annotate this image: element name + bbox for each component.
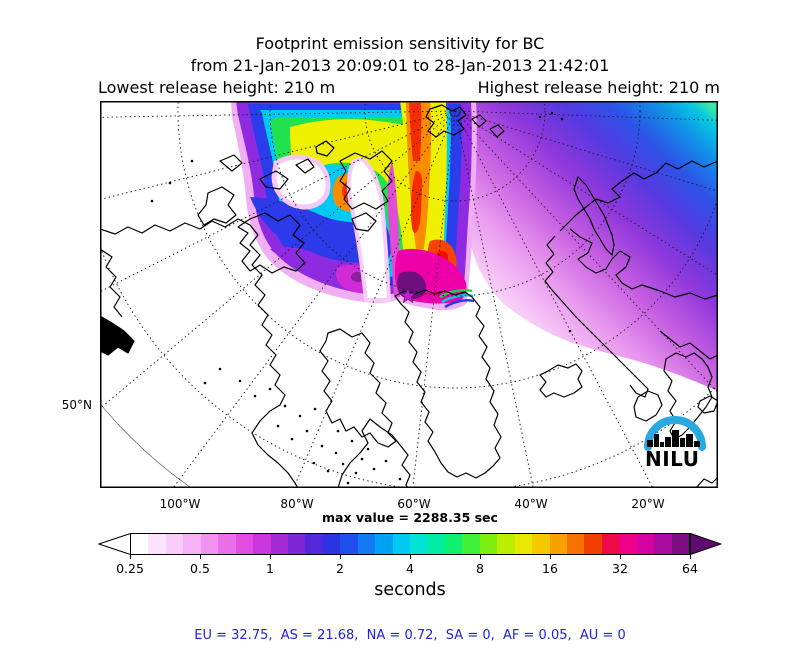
nilu-logo: NILU: [644, 416, 706, 471]
colorbar-segment: [235, 534, 254, 554]
colorbar-tick-mark: [130, 555, 131, 559]
colorbar-segment: [479, 534, 498, 554]
colorbar-tick-label: 4: [406, 561, 414, 576]
colorbar-tick-label: 32: [612, 561, 628, 576]
lon-tick-label: 20°W: [631, 497, 665, 511]
colorbar-segment: [462, 534, 480, 554]
colorbar-tick-label: 2: [336, 561, 344, 576]
regional-contributions-label: EU = 32.75, AS = 21.68, NA = 0.72, SA = …: [194, 628, 626, 643]
plume-main-arch: [231, 101, 477, 311]
nilu-logo-text: NILU: [645, 447, 699, 471]
highest-release-height: Highest release height: 210 m: [477, 78, 720, 97]
max-value-label: max value = 2288.35 sec: [322, 510, 498, 525]
colorbar-segment: [619, 534, 637, 554]
colorbar-segment: [497, 534, 515, 554]
lowest-release-height: Lowest release height: 210 m: [98, 78, 336, 97]
colorbar-tick-mark: [410, 555, 411, 559]
colorbar-segment: [654, 534, 672, 554]
colorbar-segment: [636, 534, 655, 554]
colorbar-segment: [218, 534, 236, 554]
colorbar-tick-label: 64: [682, 561, 698, 576]
colorbar-segment: [410, 534, 428, 554]
colorbar-left-arrow-icon: [98, 533, 131, 555]
coastlines: [100, 104, 718, 488]
colorbar-tick-mark: [690, 555, 691, 559]
colorbar-segment: [357, 534, 376, 554]
colorbar-units-label: seconds: [374, 580, 446, 600]
colorbar-segment: [340, 534, 358, 554]
colorbar-segment: [549, 534, 567, 554]
colorbar: 0.25 0.5 1 2 4 8 16 32 64: [98, 533, 722, 593]
lon-tick-label: 60°W: [397, 497, 431, 511]
subtitle-period: from 21-Jan-2013 20:09:01 to 28-Jan-2013…: [190, 56, 610, 75]
lon-tick-label: 40°W: [514, 497, 548, 511]
colorbar-right-arrow-icon: [690, 533, 722, 555]
release-heights-row: Lowest release height: 210 m Highest rel…: [98, 78, 720, 97]
graticule: [100, 101, 718, 488]
colorbar-segment: [287, 534, 306, 554]
colorbar-segment: [671, 534, 689, 554]
colorbar-segment: [270, 534, 288, 554]
colorbar-tick-mark: [270, 555, 271, 559]
colorbar-gradient: [130, 533, 690, 555]
colorbar-tick-label: 8: [476, 561, 484, 576]
nilu-logo-arc-icon: [644, 416, 706, 451]
colorbar-tick-label: 0.5: [190, 561, 210, 576]
lat-tick-label: 50°N: [61, 398, 92, 412]
colorbar-tick-label: 0.25: [116, 561, 144, 576]
colorbar-segment: [131, 534, 149, 554]
colorbar-segment: [253, 534, 271, 554]
nilu-logo-skyline-icon: [647, 430, 700, 447]
colorbar-segment: [305, 534, 323, 554]
colorbar-segment: [584, 534, 602, 554]
colorbar-segment: [200, 534, 219, 554]
colorbar-segment: [392, 534, 410, 554]
lon-tick-label: 80°W: [280, 497, 314, 511]
lon-tick-label: 100°W: [159, 497, 201, 511]
colorbar-segment: [165, 534, 184, 554]
page-title: Footprint emission sensitivity for BC: [255, 34, 545, 53]
map-svg: NILU: [100, 101, 718, 488]
colorbar-tick-mark: [620, 555, 621, 559]
colorbar-segment: [322, 534, 341, 554]
colorbar-segment: [601, 534, 620, 554]
colorbar-tick-mark: [340, 555, 341, 559]
colorbar-tick-mark: [480, 555, 481, 559]
map-plot: NILU: [100, 101, 718, 488]
colorbar-tick-mark: [200, 555, 201, 559]
colorbar-segment: [532, 534, 550, 554]
colorbar-segment: [375, 534, 393, 554]
colorbar-segment: [514, 534, 533, 554]
colorbar-tick-label: 16: [542, 561, 558, 576]
colorbar-tick-mark: [550, 555, 551, 559]
colorbar-segment: [566, 534, 585, 554]
colorbar-segment: [148, 534, 166, 554]
map-border: [100, 101, 718, 488]
colorbar-segment: [183, 534, 201, 554]
colorbar-tick-label: 1: [266, 561, 274, 576]
colorbar-segment: [444, 534, 463, 554]
receptor-star-marker: [399, 287, 417, 304]
colorbar-segment: [427, 534, 445, 554]
